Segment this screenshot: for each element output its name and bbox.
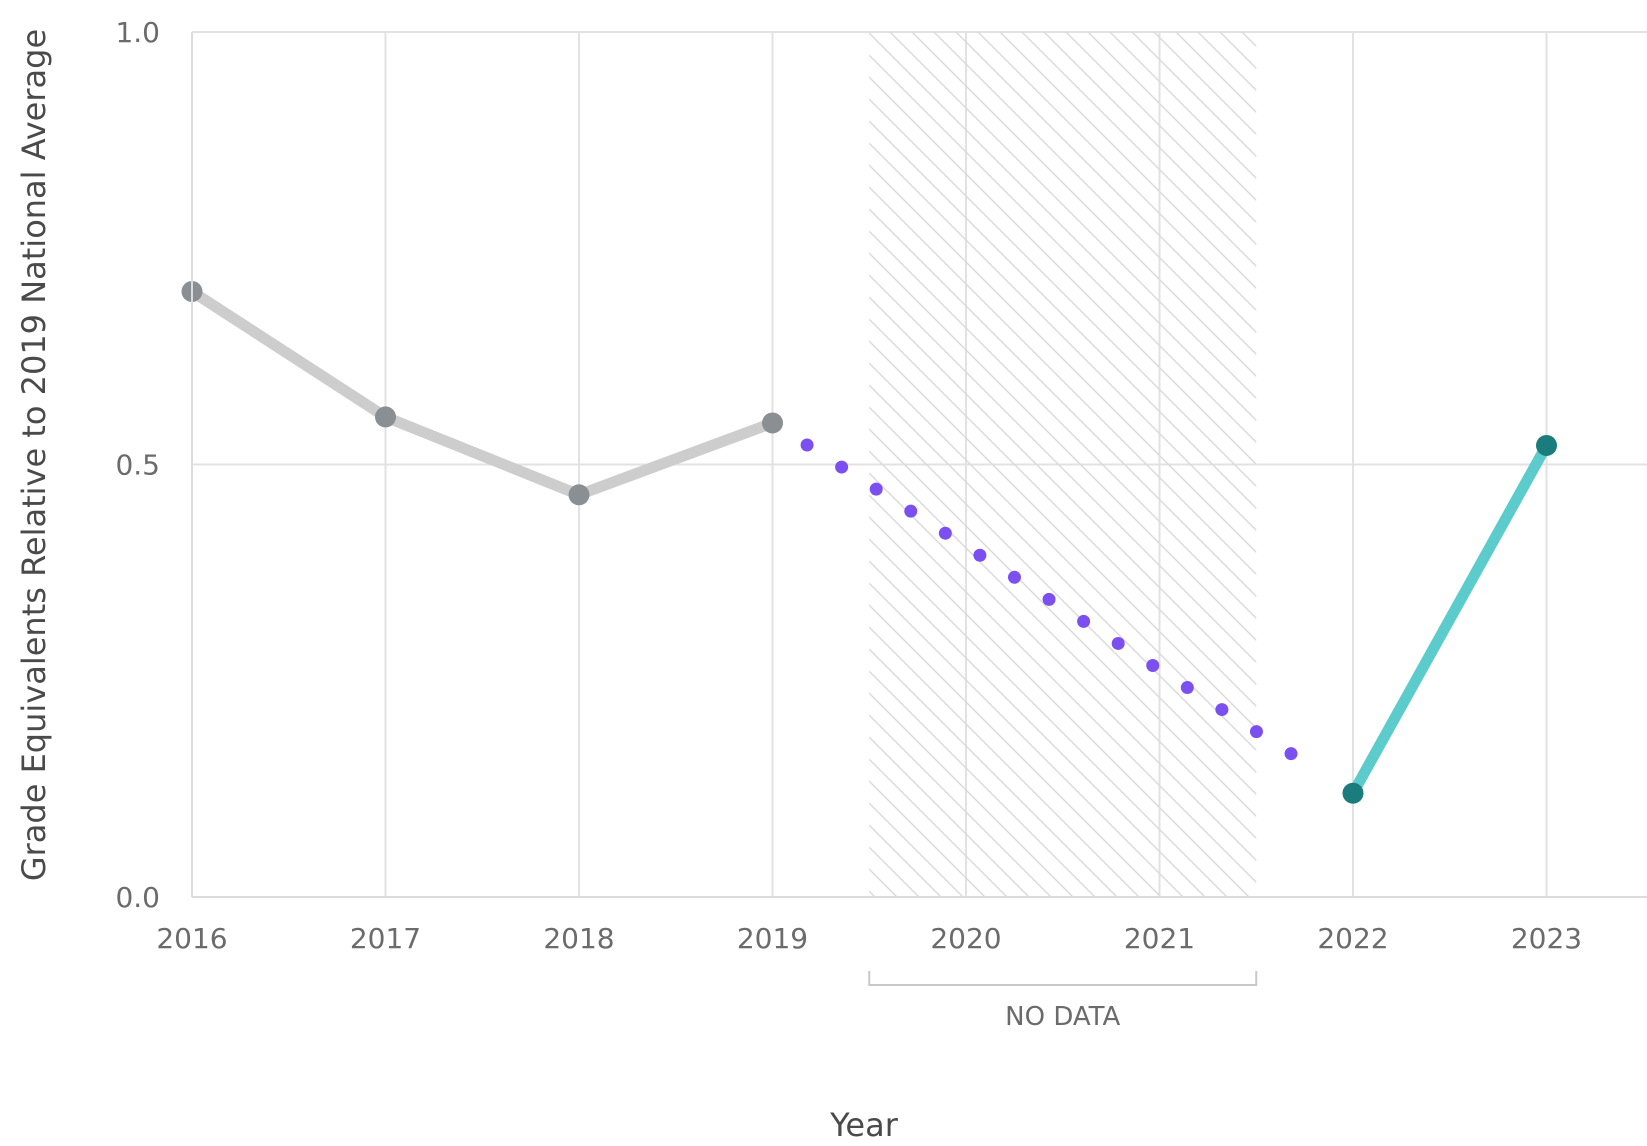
series-line (186, 286, 778, 501)
trend-dot (800, 438, 814, 452)
no-data-region (868, 32, 1258, 986)
trend-dot (1180, 681, 1194, 695)
trend-dot (1284, 747, 1298, 761)
y-tick-label: 1.0 (115, 16, 160, 49)
x-tick-label: 2017 (350, 922, 421, 955)
trend-dot (1215, 703, 1229, 717)
trend-dot (869, 482, 883, 496)
no-data-hatch (869, 32, 1257, 897)
data-point (1342, 782, 1364, 804)
trend-dot (1111, 636, 1125, 650)
x-tick-label: 2020 (930, 922, 1001, 955)
series-lines (186, 286, 1552, 799)
x-tick-label: 2019 (737, 922, 808, 955)
y-tick-label: 0.5 (115, 449, 160, 482)
trend-dot (835, 460, 849, 474)
data-point (1536, 434, 1557, 456)
trend-dot (904, 504, 918, 518)
x-tick-label: 2021 (1124, 922, 1195, 955)
trend-dot (1249, 725, 1263, 739)
tick-labels: NO DATA 2016 2017 2018 2019 2020 2021 2022 2023 0… (115, 16, 1582, 1032)
axes (191, 32, 1647, 898)
no-data-bracket (868, 971, 1258, 986)
data-point (375, 406, 396, 428)
data-point (568, 484, 590, 506)
x-tick-label: 2016 (156, 922, 227, 955)
trend-dot (1077, 614, 1091, 628)
trend-dot (1007, 570, 1021, 584)
x-tick-label: 2023 (1511, 922, 1582, 955)
x-tick-label: 2022 (1317, 922, 1388, 955)
trend-dot (938, 526, 952, 540)
x-tick-label: 2018 (543, 922, 614, 955)
no-data-label: NO DATA (1005, 1002, 1120, 1032)
y-axis-title: Grade Equivalents Relative to 2019 Natio… (15, 29, 53, 881)
series-markers (181, 281, 1557, 804)
trend-dot (1146, 658, 1160, 672)
trend-dot (973, 548, 987, 562)
y-tick-label: 0.0 (115, 881, 160, 914)
trend-dot (1042, 592, 1056, 606)
data-point (762, 412, 783, 434)
series-line (1347, 439, 1552, 799)
x-axis-title: Year (829, 1106, 899, 1144)
